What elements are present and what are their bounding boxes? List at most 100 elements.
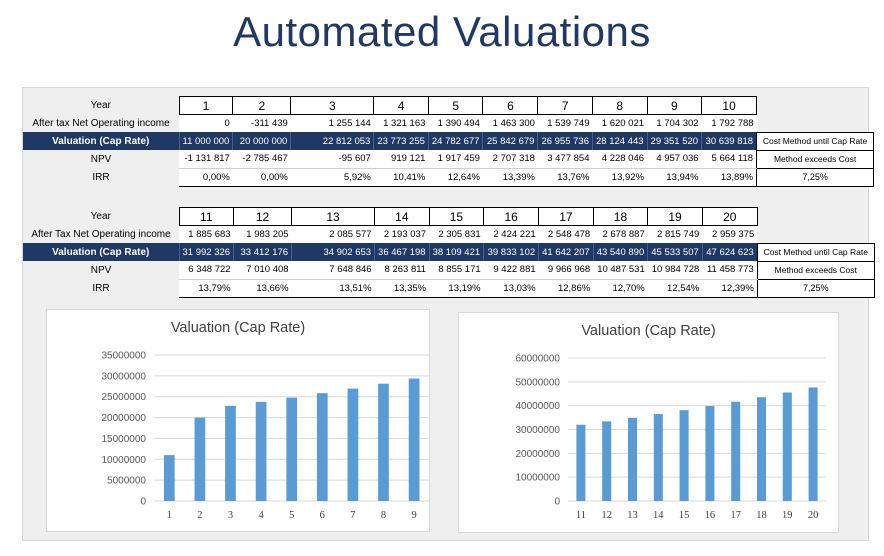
npv-cell[interactable]: 5 664 118 <box>701 150 757 169</box>
noi-cell[interactable]: 2 085 577 <box>291 225 375 243</box>
noi-cell[interactable]: 1 321 163 <box>373 114 429 132</box>
npv-cell[interactable]: -1 131 817 <box>179 150 233 169</box>
year-cell[interactable]: 14 <box>374 207 430 226</box>
npv-cell[interactable]: 4 957 036 <box>647 150 702 169</box>
valuation-cell[interactable]: 43 540 890 <box>592 243 648 261</box>
npv-cell[interactable]: 10 487 531 <box>593 261 648 280</box>
year-cell[interactable]: 10 <box>701 96 758 115</box>
valuation-cell[interactable]: 38 109 421 <box>428 243 484 261</box>
npv-cell[interactable]: 6 348 722 <box>179 261 234 280</box>
year-cell[interactable]: 3 <box>290 96 375 115</box>
irr-cell[interactable]: 12,64% <box>428 168 483 187</box>
bar[interactable] <box>225 405 236 501</box>
bar[interactable] <box>347 388 359 501</box>
year-cell[interactable]: 19 <box>647 207 703 226</box>
bar[interactable] <box>316 393 328 501</box>
bar[interactable] <box>627 417 638 501</box>
noi-cell[interactable]: 1 885 683 <box>179 225 234 243</box>
year-cell[interactable]: 13 <box>291 207 376 226</box>
bar[interactable] <box>705 406 715 501</box>
noi-cell[interactable]: 2 815 749 <box>647 225 703 243</box>
irr-cell[interactable]: 0,00% <box>179 168 233 187</box>
irr-cell[interactable]: 13,35% <box>374 279 430 298</box>
irr-cell[interactable]: 13,94% <box>647 168 702 187</box>
bar[interactable] <box>194 417 206 501</box>
npv-cell[interactable]: 919 121 <box>373 150 429 169</box>
npv-cell[interactable]: 8 263 811 <box>374 261 430 280</box>
bar[interactable] <box>255 401 267 501</box>
irr-cell[interactable]: 13,89% <box>701 168 757 187</box>
noi-cell[interactable]: 1 983 205 <box>233 225 292 243</box>
valuation-cell[interactable]: 24 782 677 <box>427 132 483 150</box>
valuation-cell[interactable]: 22 812 053 <box>290 132 374 150</box>
irr-cell[interactable]: 13,51% <box>291 279 375 298</box>
irr-cell[interactable]: 13,39% <box>482 168 538 187</box>
year-cell[interactable]: 6 <box>482 96 539 115</box>
year-cell[interactable]: 17 <box>538 207 594 226</box>
npv-cell[interactable]: 1 917 459 <box>428 150 483 169</box>
irr-cell[interactable]: 10,41% <box>373 168 429 187</box>
noi-cell[interactable]: 2 193 037 <box>374 225 430 243</box>
irr-cell[interactable]: 13,79% <box>179 279 234 298</box>
noi-cell[interactable]: 0 <box>179 114 233 132</box>
npv-cell[interactable]: 9 422 881 <box>483 261 539 280</box>
irr-cell[interactable]: 13,92% <box>592 168 648 187</box>
valuation-cell[interactable]: 26 955 736 <box>537 132 593 150</box>
year-cell[interactable]: 9 <box>646 96 703 115</box>
bar[interactable] <box>602 421 612 501</box>
irr-cell[interactable]: 12,86% <box>538 279 594 298</box>
noi-cell[interactable]: 1 390 494 <box>428 114 483 132</box>
bar[interactable] <box>782 392 792 501</box>
noi-cell[interactable]: 1 463 300 <box>482 114 538 132</box>
year-cell[interactable]: 16 <box>483 207 540 226</box>
year-cell[interactable]: 20 <box>701 207 758 226</box>
noi-cell[interactable]: 2 959 375 <box>702 225 758 243</box>
npv-cell[interactable]: 11 458 773 <box>702 261 758 280</box>
noi-cell[interactable]: 2 305 831 <box>429 225 484 243</box>
bar[interactable] <box>679 410 689 501</box>
npv-cell[interactable]: 2 707 318 <box>482 150 538 169</box>
valuation-cell[interactable]: 34 902 653 <box>291 243 375 261</box>
bar[interactable] <box>576 424 586 501</box>
valuation-cell[interactable]: 47 624 623 <box>701 243 758 261</box>
npv-cell[interactable]: 8 855 171 <box>429 261 484 280</box>
npv-cell[interactable]: 10 984 728 <box>647 261 703 280</box>
bar[interactable] <box>653 414 663 501</box>
valuation-cell[interactable]: 31 992 326 <box>178 243 234 261</box>
irr-cell[interactable]: 13,66% <box>233 279 292 298</box>
valuation-chart-1[interactable]: Valuation (Cap Rate) 0 5000000 10000000 150… <box>46 309 430 532</box>
irr-cell[interactable]: 0,00% <box>232 168 291 187</box>
irr-cell[interactable]: 13,03% <box>483 279 539 298</box>
bar[interactable] <box>756 397 767 501</box>
bar[interactable] <box>731 401 741 501</box>
bar[interactable] <box>378 383 389 501</box>
npv-cell[interactable]: 3 477 854 <box>537 150 593 169</box>
noi-cell[interactable]: 1 792 788 <box>701 114 757 132</box>
noi-cell[interactable]: 2 424 221 <box>483 225 539 243</box>
valuation-cell[interactable]: 39 833 102 <box>483 243 539 261</box>
irr-cell[interactable]: 12,39% <box>702 279 758 298</box>
npv-cell[interactable]: 4 228 046 <box>592 150 648 169</box>
noi-cell[interactable]: 1 704 302 <box>647 114 702 132</box>
npv-cell[interactable]: -2 785 467 <box>232 150 291 169</box>
valuation-cell[interactable]: 41 642 207 <box>538 243 594 261</box>
npv-cell[interactable]: 7 648 846 <box>291 261 375 280</box>
valuation-cell[interactable]: 30 639 818 <box>701 132 757 150</box>
year-cell[interactable]: 1 <box>178 96 234 115</box>
irr-cell[interactable]: 13,19% <box>429 279 484 298</box>
year-cell[interactable]: 4 <box>373 96 429 115</box>
valuation-chart-2[interactable]: Valuation (Cap Rate) 0 10000000 20000000 30… <box>458 312 839 533</box>
bar[interactable] <box>808 387 818 501</box>
valuation-cell[interactable]: 45 533 507 <box>647 243 703 261</box>
year-cell[interactable]: 2 <box>232 96 292 115</box>
year-cell[interactable]: 8 <box>591 96 648 115</box>
year-cell[interactable]: 11 <box>178 207 235 226</box>
valuation-cell[interactable]: 23 773 255 <box>373 132 429 150</box>
valuation-cell[interactable]: 28 124 443 <box>591 132 648 150</box>
valuation-cell[interactable]: 25 842 679 <box>482 132 538 150</box>
irr-cell[interactable]: 12,70% <box>593 279 648 298</box>
year-cell[interactable]: 18 <box>592 207 649 226</box>
valuation-cell[interactable]: 33 412 176 <box>233 243 292 261</box>
noi-cell[interactable]: 1 539 749 <box>537 114 593 132</box>
valuation-cell[interactable]: 29 351 520 <box>646 132 702 150</box>
